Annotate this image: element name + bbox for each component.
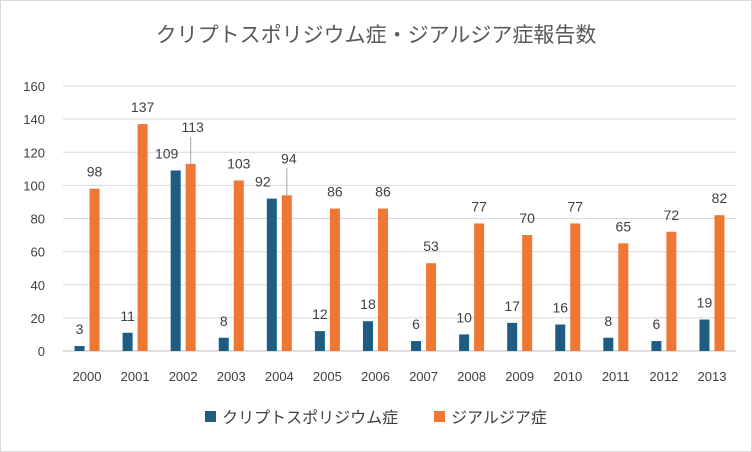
bar-series1-2006 xyxy=(377,208,388,351)
data-label-series0-2010: 16 xyxy=(552,300,568,316)
legend: クリプトスポリジウム症 ジアルジア症 xyxy=(1,404,751,428)
bar-series1-2003 xyxy=(233,180,244,351)
bar-series1-2000 xyxy=(89,188,100,351)
data-label-series1-2004: 94 xyxy=(281,150,297,166)
bar-series1-2002 xyxy=(185,163,196,351)
y-tick-label-80: 80 xyxy=(31,212,45,227)
y-tick-label-40: 40 xyxy=(31,278,45,293)
data-label-series0-2007: 6 xyxy=(412,316,420,332)
data-label-series0-2009: 17 xyxy=(504,298,520,314)
bar-series0-2009 xyxy=(507,322,518,351)
data-label-series1-2013: 82 xyxy=(712,190,728,206)
legend-swatch-giardiasis xyxy=(434,410,446,422)
data-label-series0-2011: 8 xyxy=(604,313,612,329)
x-tick-label-2000: 2000 xyxy=(73,369,102,384)
y-tick-label-160: 160 xyxy=(23,79,45,94)
legend-item-cryptosporidiosis: クリプトスポリジウム症 xyxy=(205,404,398,428)
x-tick-label-2003: 2003 xyxy=(217,369,246,384)
data-label-series1-2006: 86 xyxy=(375,184,391,200)
bar-series1-2004 xyxy=(281,195,292,351)
bar-series1-2010 xyxy=(570,223,581,351)
bar-series1-2001 xyxy=(137,124,148,351)
bar-series1-2011 xyxy=(618,243,629,351)
y-tick-label-0: 0 xyxy=(38,344,45,359)
data-label-series1-2008: 77 xyxy=(471,198,487,214)
data-label-series1-2005: 86 xyxy=(327,184,343,200)
bar-series0-2011 xyxy=(603,337,614,351)
data-label-series1-2002: 113 xyxy=(182,119,205,135)
bar-series0-2004 xyxy=(266,198,277,351)
legend-swatch-cryptosporidiosis xyxy=(205,410,217,422)
x-tick-label-2005: 2005 xyxy=(313,369,342,384)
data-label-series1-2009: 70 xyxy=(519,210,535,226)
x-tick-label-2008: 2008 xyxy=(457,369,486,384)
bar-series0-2006 xyxy=(362,321,373,351)
y-tick-label-140: 140 xyxy=(23,112,45,127)
legend-label-giardiasis: ジアルジア症 xyxy=(451,408,547,427)
bar-series0-2013 xyxy=(699,319,710,351)
bar-series0-2010 xyxy=(555,324,566,351)
x-tick-label-2006: 2006 xyxy=(361,369,390,384)
legend-item-giardiasis: ジアルジア症 xyxy=(434,404,547,428)
data-label-series0-2000: 3 xyxy=(76,321,84,337)
bar-series0-2012 xyxy=(651,341,662,351)
x-tick-label-2001: 2001 xyxy=(121,369,150,384)
y-tick-label-60: 60 xyxy=(31,245,45,260)
data-label-series0-2013: 19 xyxy=(697,295,713,311)
bar-series0-2007 xyxy=(411,341,422,351)
x-tick-label-2007: 2007 xyxy=(409,369,438,384)
data-label-series0-2004: 92 xyxy=(255,174,271,190)
data-label-series0-2001: 11 xyxy=(120,308,135,324)
y-tick-label-20: 20 xyxy=(31,311,45,326)
bar-series0-2001 xyxy=(122,332,133,351)
data-label-series1-2003: 103 xyxy=(227,155,251,171)
x-tick-label-2002: 2002 xyxy=(169,369,198,384)
data-label-series1-2012: 72 xyxy=(664,207,680,223)
bar-series0-2008 xyxy=(459,334,470,351)
bar-series1-2005 xyxy=(329,208,340,351)
data-label-series1-2011: 65 xyxy=(616,218,632,234)
bar-series1-2012 xyxy=(666,231,677,351)
data-label-series1-2007: 53 xyxy=(423,238,439,254)
chart-title: クリプトスポリジウム症・ジアルジア症報告数 xyxy=(155,23,597,47)
x-tick-label-2009: 2009 xyxy=(505,369,534,384)
y-tick-label-100: 100 xyxy=(23,178,45,193)
bar-series1-2013 xyxy=(714,215,725,351)
legend-label-cryptosporidiosis: クリプトスポリジウム症 xyxy=(222,408,399,427)
x-tick-label-2010: 2010 xyxy=(553,369,582,384)
y-tick-label-120: 120 xyxy=(23,145,45,160)
bar-series0-2005 xyxy=(314,331,325,351)
data-label-series0-2006: 18 xyxy=(360,296,376,312)
x-tick-label-2012: 2012 xyxy=(649,369,678,384)
x-tick-label-2004: 2004 xyxy=(265,369,294,384)
data-label-series0-2002: 109 xyxy=(155,145,179,161)
bar-series1-2009 xyxy=(522,235,533,351)
bar-series1-2008 xyxy=(474,223,485,351)
bar-series1-2007 xyxy=(426,263,437,351)
data-label-series0-2008: 10 xyxy=(456,309,472,325)
bar-series0-2002 xyxy=(170,170,181,351)
bar-series0-2000 xyxy=(74,346,85,351)
data-label-series1-2000: 98 xyxy=(87,164,103,180)
bar-series0-2003 xyxy=(218,337,229,351)
data-label-series1-2001: 137 xyxy=(131,99,155,115)
x-tick-label-2013: 2013 xyxy=(698,369,727,384)
data-label-series1-2010: 77 xyxy=(567,198,583,214)
data-label-series0-2012: 6 xyxy=(652,316,660,332)
data-label-series0-2003: 8 xyxy=(220,313,228,329)
x-tick-label-2011: 2011 xyxy=(602,369,630,384)
data-label-series0-2005: 12 xyxy=(312,306,328,322)
